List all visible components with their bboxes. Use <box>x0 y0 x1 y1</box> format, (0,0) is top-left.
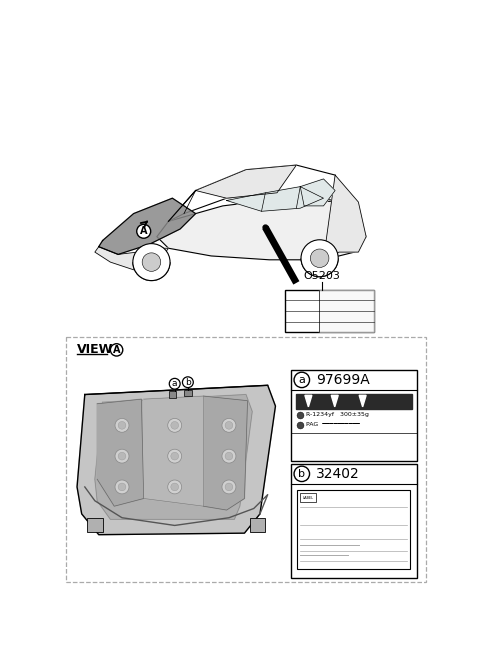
Bar <box>291 370 417 461</box>
Polygon shape <box>227 187 324 212</box>
Circle shape <box>168 419 181 432</box>
Bar <box>291 464 417 578</box>
Bar <box>250 518 265 532</box>
Bar <box>66 337 426 581</box>
Text: LABEL: LABEL <box>302 496 313 500</box>
Text: a: a <box>299 375 305 385</box>
Circle shape <box>118 452 126 460</box>
Circle shape <box>168 480 181 494</box>
Text: a: a <box>172 379 178 388</box>
Polygon shape <box>95 246 168 270</box>
Text: 32402: 32402 <box>316 467 360 481</box>
Polygon shape <box>168 165 339 221</box>
Bar <box>168 392 176 397</box>
Circle shape <box>118 483 126 491</box>
Text: A: A <box>140 226 147 237</box>
Polygon shape <box>95 395 252 519</box>
Polygon shape <box>324 175 366 260</box>
Circle shape <box>168 449 181 463</box>
Text: 97699A: 97699A <box>316 373 370 387</box>
Text: b: b <box>185 378 191 387</box>
Circle shape <box>294 466 310 482</box>
Polygon shape <box>144 396 204 506</box>
Circle shape <box>301 240 338 277</box>
Polygon shape <box>331 396 338 407</box>
Circle shape <box>311 249 329 267</box>
Circle shape <box>133 244 170 281</box>
Circle shape <box>225 422 233 429</box>
Circle shape <box>225 452 233 460</box>
Polygon shape <box>157 198 366 260</box>
Text: R-1234yf   300±35g: R-1234yf 300±35g <box>306 412 369 417</box>
Circle shape <box>182 377 193 388</box>
Bar <box>285 290 374 332</box>
Bar <box>297 490 410 568</box>
Circle shape <box>222 480 236 494</box>
Polygon shape <box>97 399 144 506</box>
Circle shape <box>118 422 126 429</box>
Bar <box>184 390 192 396</box>
Bar <box>300 493 316 503</box>
Polygon shape <box>305 396 312 407</box>
Text: b: b <box>298 469 305 479</box>
Circle shape <box>171 422 179 429</box>
Circle shape <box>171 483 179 491</box>
Circle shape <box>110 344 123 356</box>
Circle shape <box>169 378 180 389</box>
Circle shape <box>294 373 310 388</box>
Polygon shape <box>77 385 276 535</box>
Circle shape <box>115 480 129 494</box>
Polygon shape <box>319 290 374 332</box>
Circle shape <box>115 419 129 432</box>
Circle shape <box>222 449 236 463</box>
Text: PAG  ━━━━━━━━━━: PAG ━━━━━━━━━━ <box>306 422 360 427</box>
Circle shape <box>142 253 161 271</box>
Circle shape <box>137 225 151 238</box>
Circle shape <box>225 483 233 491</box>
Bar <box>87 518 103 532</box>
Polygon shape <box>99 198 196 254</box>
Text: O5203: O5203 <box>303 271 340 281</box>
Polygon shape <box>359 396 366 407</box>
Circle shape <box>171 452 179 460</box>
Circle shape <box>222 419 236 432</box>
Polygon shape <box>300 179 335 206</box>
Text: A: A <box>113 345 120 355</box>
Polygon shape <box>204 396 248 510</box>
Bar <box>296 394 412 409</box>
Polygon shape <box>196 165 296 198</box>
Text: VIEW: VIEW <box>77 344 113 356</box>
Circle shape <box>115 449 129 463</box>
